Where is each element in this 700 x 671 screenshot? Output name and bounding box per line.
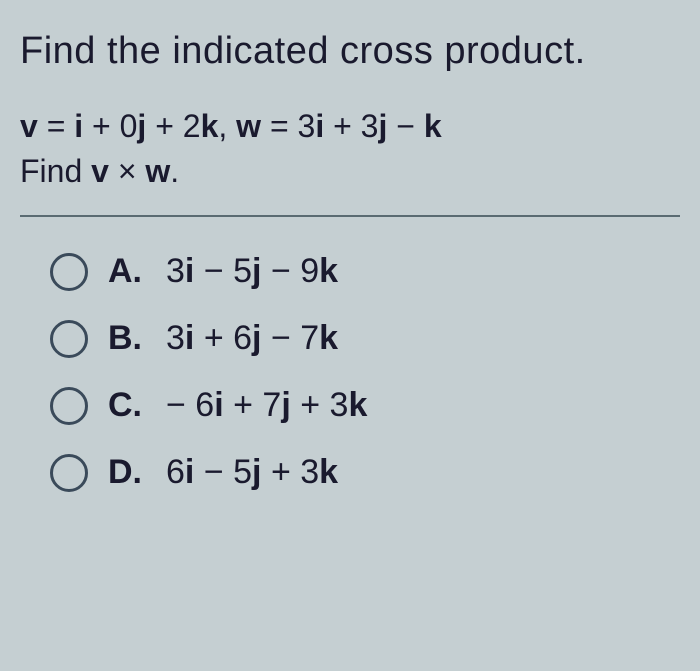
option-label: B.: [108, 319, 148, 358]
option-text: 3i − 5j − 9k: [166, 252, 338, 291]
option-d[interactable]: D. 6i − 5j + 3k: [50, 453, 680, 492]
option-label: A.: [108, 252, 148, 291]
option-b[interactable]: B. 3i + 6j − 7k: [50, 319, 680, 358]
option-text: 3i + 6j − 7k: [166, 319, 338, 358]
option-label: C.: [108, 386, 148, 425]
radio-icon[interactable]: [50, 454, 88, 492]
radio-icon[interactable]: [50, 320, 88, 358]
option-a[interactable]: A. 3i − 5j − 9k: [50, 252, 680, 291]
question-title: Find the indicated cross product.: [20, 30, 680, 73]
options-list: A. 3i − 5j − 9k B. 3i + 6j − 7k C. − 6i …: [20, 252, 680, 492]
option-text: − 6i + 7j + 3k: [166, 386, 367, 425]
find-instruction: Find v × w.: [20, 153, 680, 190]
vectors-definition: v = i + 0j + 2k, w = 3i + 3j − k: [20, 108, 680, 145]
option-text: 6i − 5j + 3k: [166, 453, 338, 492]
divider: [20, 215, 680, 217]
radio-icon[interactable]: [50, 387, 88, 425]
option-c[interactable]: C. − 6i + 7j + 3k: [50, 386, 680, 425]
radio-icon[interactable]: [50, 253, 88, 291]
option-label: D.: [108, 453, 148, 492]
